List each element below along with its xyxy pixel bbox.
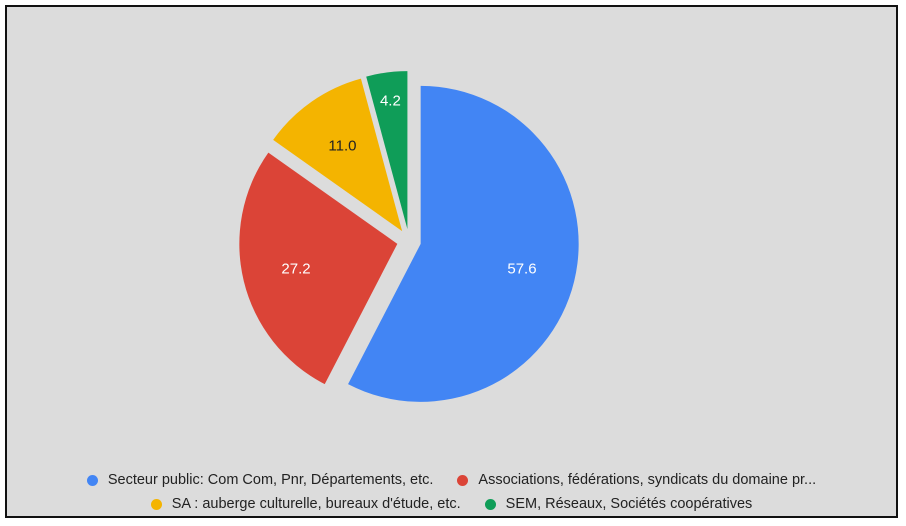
legend: Secteur public: Com Com, Pnr, Départemen…	[7, 468, 896, 516]
legend-row-1: Secteur public: Com Com, Pnr, Départemen…	[7, 468, 896, 492]
pie-slice-associations	[239, 152, 398, 385]
legend-dot-icon	[86, 474, 98, 486]
slice-value-label-sem: 4.2	[380, 93, 401, 110]
pie-chart: 57.6 27.2 11.0 4.2	[239, 71, 579, 402]
pie-slice-sem	[366, 71, 408, 230]
legend-label-associations: Associations, fédérations, syndicats du …	[478, 472, 817, 488]
legend-item-sem: SEM, Réseaux, Sociétés coopératives	[484, 496, 753, 512]
legend-label-sem: SEM, Réseaux, Sociétés coopératives	[505, 496, 753, 512]
legend-dot-icon	[484, 498, 496, 510]
legend-label-secteur-public: Secteur public: Com Com, Pnr, Départemen…	[107, 472, 434, 488]
pie-slice-secteur-public	[348, 85, 579, 402]
slice-value-label-associations: 27.2	[281, 261, 310, 278]
legend-item-associations: Associations, fédérations, syndicats du …	[457, 472, 816, 488]
legend-label-sa: SA : auberge culturelle, bureaux d'étude…	[171, 496, 461, 512]
legend-dot-icon	[150, 498, 162, 510]
legend-item-secteur-public: Secteur public: Com Com, Pnr, Départemen…	[86, 472, 434, 488]
legend-row-2: SA : auberge culturelle, bureaux d'étude…	[7, 492, 896, 516]
chart-frame: 57.6 27.2 11.0 4.2 Secteur public: Com Com,…	[5, 5, 898, 518]
slice-value-label-secteur-public: 57.6	[507, 261, 536, 278]
legend-dot-icon	[457, 474, 469, 486]
legend-item-sa: SA : auberge culturelle, bureaux d'étude…	[150, 496, 461, 512]
pie-slice-sa	[273, 78, 403, 232]
slice-value-label-sa: 11.0	[328, 138, 356, 155]
